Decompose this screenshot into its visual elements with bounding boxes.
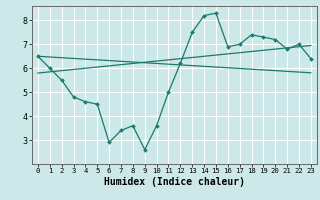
X-axis label: Humidex (Indice chaleur): Humidex (Indice chaleur) [104,177,245,187]
